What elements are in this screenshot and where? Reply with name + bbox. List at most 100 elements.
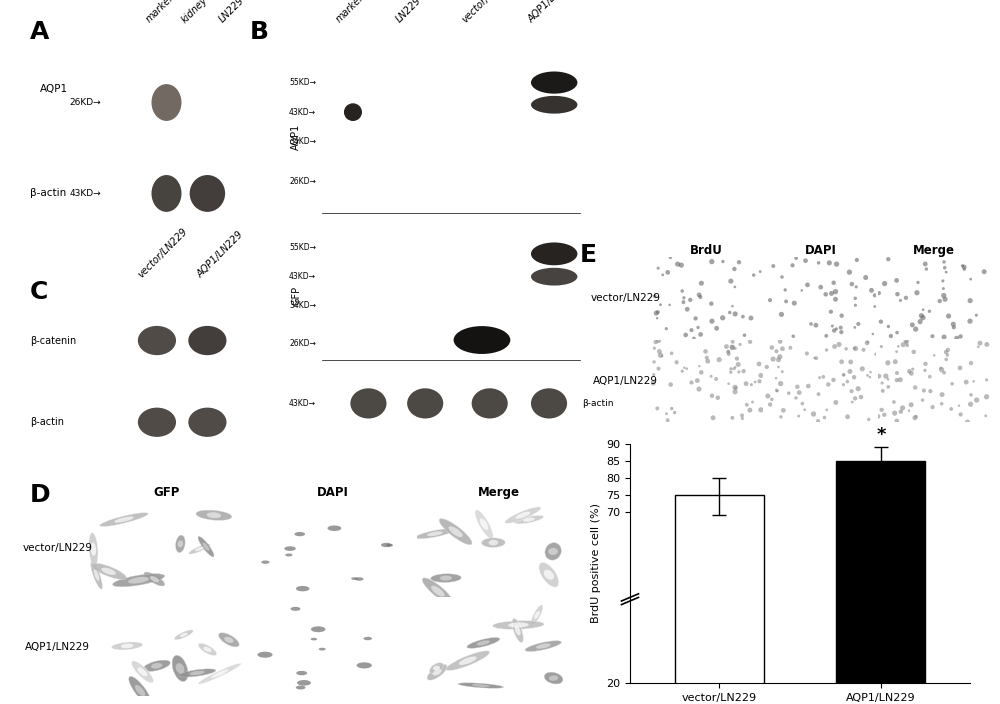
Point	[908, 324, 924, 335]
Ellipse shape	[131, 661, 153, 683]
Point	[727, 282, 743, 293]
Point	[652, 299, 668, 310]
Ellipse shape	[138, 326, 176, 355]
Point	[860, 370, 876, 381]
Ellipse shape	[549, 675, 558, 681]
Point	[889, 375, 905, 386]
Ellipse shape	[143, 660, 170, 672]
Point	[835, 379, 851, 390]
Point	[826, 325, 842, 337]
Ellipse shape	[113, 574, 165, 586]
Point	[658, 323, 674, 334]
Point	[678, 329, 694, 341]
Point	[679, 303, 695, 315]
Point	[700, 356, 716, 367]
Point	[655, 269, 671, 280]
Point	[727, 362, 743, 373]
Ellipse shape	[327, 525, 341, 531]
Ellipse shape	[100, 513, 148, 527]
Ellipse shape	[534, 611, 540, 619]
Point	[979, 375, 995, 386]
Point	[849, 254, 865, 265]
Point	[847, 322, 863, 333]
Point	[762, 294, 778, 306]
Point	[778, 296, 794, 307]
Point	[818, 289, 834, 300]
Text: AQP1/LN229: AQP1/LN229	[526, 0, 576, 25]
Point	[934, 364, 950, 375]
Ellipse shape	[477, 641, 490, 646]
Point	[880, 357, 896, 368]
Ellipse shape	[207, 513, 221, 518]
Point	[892, 374, 908, 385]
Point	[820, 379, 836, 390]
Text: AQP1/LN229: AQP1/LN229	[195, 230, 245, 280]
Ellipse shape	[174, 630, 193, 640]
Point	[917, 365, 933, 376]
Point	[883, 330, 899, 341]
Ellipse shape	[514, 515, 544, 524]
Point	[821, 257, 837, 268]
Point	[848, 281, 864, 292]
Ellipse shape	[431, 574, 461, 582]
Point	[720, 346, 736, 357]
Point	[886, 396, 902, 408]
Point	[963, 398, 979, 410]
Ellipse shape	[429, 662, 444, 674]
Ellipse shape	[203, 543, 209, 551]
Point	[799, 279, 815, 291]
Point	[727, 343, 743, 354]
Text: marker: marker	[334, 0, 366, 25]
Point	[727, 308, 743, 320]
Text: *: *	[876, 425, 886, 444]
Point	[651, 363, 667, 375]
Point	[907, 412, 923, 423]
Point	[753, 370, 769, 381]
Point	[956, 264, 972, 275]
Point	[878, 370, 894, 382]
Ellipse shape	[351, 577, 358, 580]
Point	[893, 406, 909, 417]
Point	[892, 295, 908, 306]
Point	[846, 343, 862, 354]
Point	[910, 277, 926, 288]
Point	[828, 397, 844, 408]
Point	[663, 379, 679, 390]
Point	[842, 366, 858, 377]
Point	[751, 358, 767, 370]
Point	[747, 377, 763, 388]
Point	[759, 361, 775, 372]
Point	[970, 341, 986, 353]
Point	[907, 382, 923, 393]
Ellipse shape	[114, 517, 134, 522]
Point	[760, 390, 776, 401]
Point	[753, 404, 769, 415]
Point	[693, 277, 709, 289]
Point	[880, 382, 896, 393]
Point	[738, 378, 754, 389]
Point	[968, 310, 984, 321]
Point	[941, 310, 957, 322]
Point	[847, 300, 863, 311]
Point	[769, 385, 785, 396]
Point	[834, 356, 850, 367]
Point	[843, 356, 859, 367]
Point	[943, 403, 959, 415]
Point	[864, 284, 880, 296]
Point	[734, 410, 750, 421]
Point	[890, 341, 906, 352]
Point	[797, 404, 813, 415]
Ellipse shape	[536, 643, 551, 648]
Point	[844, 386, 860, 397]
Point	[785, 331, 801, 342]
Point	[908, 411, 924, 422]
Point	[873, 341, 889, 352]
Ellipse shape	[91, 561, 102, 589]
Point	[963, 274, 979, 285]
Ellipse shape	[525, 641, 561, 651]
Point	[887, 408, 903, 419]
Point	[838, 344, 854, 355]
Point	[895, 339, 911, 351]
Text: 26KD→: 26KD→	[70, 98, 101, 107]
Point	[664, 348, 680, 359]
